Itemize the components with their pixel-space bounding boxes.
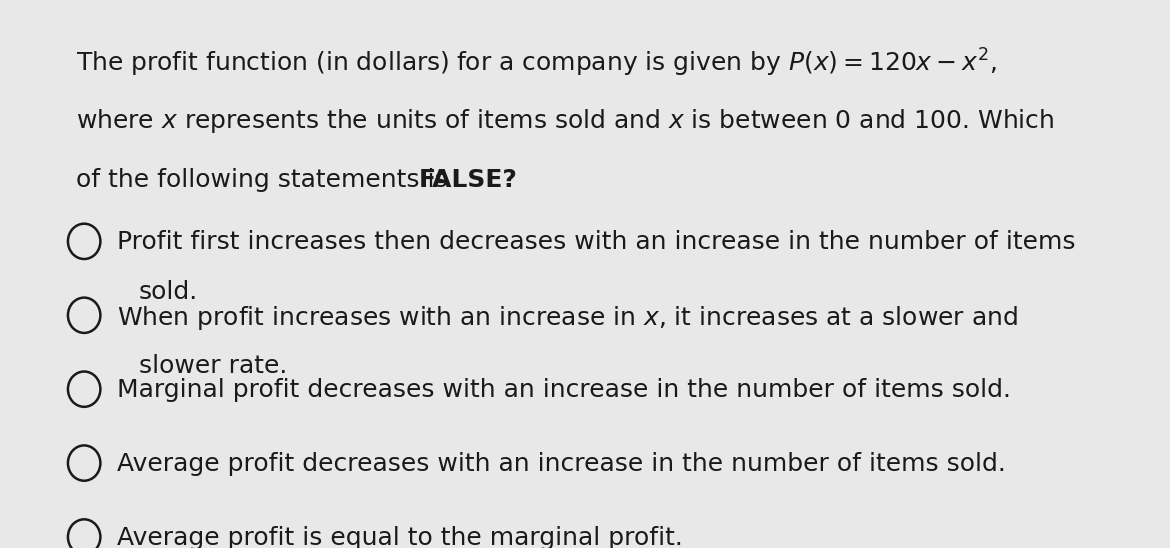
Text: Marginal profit decreases with an increase in the number of items sold.: Marginal profit decreases with an increa…: [117, 378, 1011, 402]
Text: sold.: sold.: [139, 280, 198, 304]
Text: Profit first increases then decreases with an increase in the number of items: Profit first increases then decreases wi…: [117, 230, 1075, 254]
Text: Average profit decreases with an increase in the number of items sold.: Average profit decreases with an increas…: [117, 452, 1005, 476]
Text: of the following statements is: of the following statements is: [76, 168, 455, 192]
Text: Average profit is equal to the marginal profit.: Average profit is equal to the marginal …: [117, 526, 682, 548]
Text: The profit function (in dollars)$\mathbf{\;}$for a company is given by $P(x) = 1: The profit function (in dollars)$\mathbf…: [76, 47, 997, 79]
Text: FALSE?: FALSE?: [419, 168, 517, 192]
Text: slower rate.: slower rate.: [139, 354, 288, 378]
Text: where $x$ represents the units of items sold and $x$ is between $0$ and $100$. W: where $x$ represents the units of items …: [76, 107, 1054, 135]
Text: When profit increases with an increase in $x$, it increases at a slower and: When profit increases with an increase i…: [117, 304, 1018, 332]
